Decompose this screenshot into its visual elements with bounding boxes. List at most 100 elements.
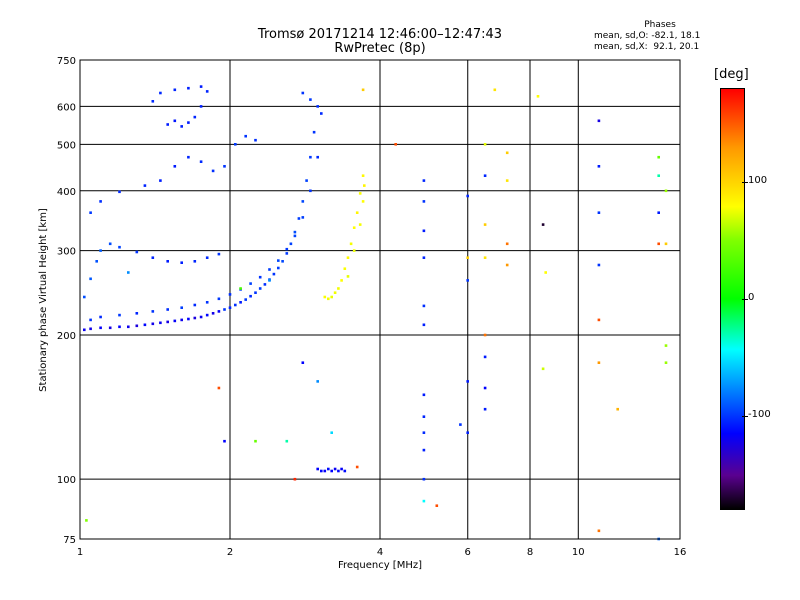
data-point xyxy=(340,467,343,471)
data-point xyxy=(323,469,327,473)
data-point xyxy=(483,223,487,226)
data-point xyxy=(258,275,262,279)
data-point xyxy=(320,112,323,115)
data-point xyxy=(301,200,305,203)
data-point xyxy=(305,179,308,182)
data-point xyxy=(355,211,359,214)
data-point xyxy=(293,230,297,234)
colorbar-tick-mark xyxy=(742,181,748,183)
x-axis-label: Frequency [MHz] xyxy=(338,560,422,571)
data-point xyxy=(293,234,297,238)
data-point xyxy=(505,263,509,267)
data-point xyxy=(285,252,289,255)
data-point xyxy=(199,160,203,163)
y-tick-label: 400 xyxy=(57,187,76,198)
data-point xyxy=(127,271,130,274)
data-point xyxy=(187,86,190,90)
data-point xyxy=(316,155,319,159)
data-point xyxy=(89,211,92,214)
data-point xyxy=(173,165,177,168)
y-tick-label: 200 xyxy=(57,331,76,342)
data-point xyxy=(99,326,102,330)
data-point xyxy=(277,266,280,270)
data-point xyxy=(217,252,221,256)
data-point xyxy=(505,151,509,155)
data-point xyxy=(616,407,619,411)
data-point xyxy=(180,261,183,264)
data-point xyxy=(193,115,197,119)
data-point xyxy=(505,179,509,182)
phase-stats-x: mean, sd,X: 92.1, 20.1 xyxy=(594,42,700,52)
data-point xyxy=(205,301,209,304)
x-tick-label: 6 xyxy=(465,547,471,558)
data-point xyxy=(493,88,497,92)
data-point xyxy=(466,431,469,434)
y-tick-label: 750 xyxy=(57,56,76,67)
data-point xyxy=(118,245,121,249)
data-point xyxy=(205,313,209,317)
colorbar-unit: [deg] xyxy=(714,67,749,82)
data-point xyxy=(285,247,289,251)
data-point xyxy=(466,256,469,259)
data-point xyxy=(316,467,319,471)
data-point xyxy=(211,312,215,315)
x-tick-label: 2 xyxy=(227,547,233,558)
data-point xyxy=(199,105,203,108)
x-tick-label: 4 xyxy=(377,547,383,558)
data-point xyxy=(330,431,333,434)
data-point xyxy=(244,134,247,138)
y-tick-label: 500 xyxy=(57,140,76,151)
data-point xyxy=(205,90,209,93)
x-tick-label: 10 xyxy=(572,547,585,558)
data-point xyxy=(316,380,319,383)
data-point xyxy=(422,431,426,434)
data-point xyxy=(422,256,426,259)
data-point xyxy=(99,200,102,203)
data-point xyxy=(297,217,301,220)
data-point xyxy=(118,190,121,194)
data-point xyxy=(166,123,169,126)
data-point xyxy=(239,287,242,290)
data-point xyxy=(327,297,330,301)
data-point xyxy=(301,91,305,95)
data-point xyxy=(217,297,221,301)
data-point xyxy=(89,318,92,322)
data-point xyxy=(281,260,284,263)
data-point xyxy=(135,312,139,315)
data-point xyxy=(340,279,343,282)
data-point xyxy=(99,315,102,319)
data-point xyxy=(143,323,147,327)
data-point xyxy=(85,519,88,522)
y-tick-label: 300 xyxy=(57,247,76,258)
data-point xyxy=(312,130,316,134)
data-point xyxy=(166,260,169,263)
data-point xyxy=(151,310,155,313)
data-point xyxy=(166,308,169,311)
data-point xyxy=(541,223,545,226)
data-point xyxy=(187,317,190,321)
data-point xyxy=(358,192,362,195)
data-point xyxy=(180,306,183,309)
data-point xyxy=(217,310,221,313)
data-point xyxy=(422,499,426,503)
data-point xyxy=(223,439,226,443)
data-point xyxy=(597,165,601,168)
data-point xyxy=(422,200,426,203)
data-point xyxy=(118,325,121,329)
data-point xyxy=(483,386,487,390)
data-point xyxy=(223,165,226,168)
data-point xyxy=(254,138,257,142)
data-point xyxy=(597,361,601,364)
grid-lines xyxy=(80,60,680,539)
data-point xyxy=(234,143,237,146)
data-point xyxy=(664,344,668,347)
data-point xyxy=(333,291,337,294)
data-point xyxy=(394,143,397,146)
data-point xyxy=(657,155,660,159)
data-point xyxy=(483,143,487,146)
data-point xyxy=(597,211,601,214)
data-point xyxy=(135,250,139,254)
data-point xyxy=(159,179,162,182)
data-point xyxy=(234,303,237,307)
data-point xyxy=(217,386,221,390)
